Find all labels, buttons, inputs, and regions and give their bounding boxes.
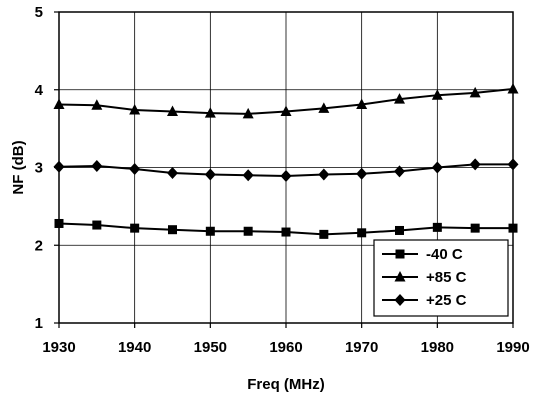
- x-tick-label: 1960: [269, 339, 302, 356]
- data-point: [54, 218, 64, 228]
- data-point: [507, 158, 519, 171]
- data-point: [395, 225, 404, 235]
- data-point: [280, 170, 292, 183]
- data-point: [469, 86, 481, 98]
- data-point: [53, 160, 65, 173]
- data-point: [318, 168, 330, 181]
- data-point: [168, 225, 177, 235]
- data-point: [53, 98, 65, 110]
- x-tick-label: 1950: [194, 339, 227, 356]
- data-point: [508, 223, 518, 233]
- data-point: [356, 98, 368, 110]
- y-tick-label: 1: [35, 315, 43, 332]
- data-point: [167, 105, 178, 117]
- series-1: [53, 82, 519, 119]
- data-point: [470, 223, 480, 233]
- data-point: [431, 89, 443, 100]
- data-point: [129, 103, 141, 115]
- x-tick-label: 1980: [421, 339, 454, 356]
- legend-label: +85 C: [426, 269, 467, 286]
- x-tick-label: 1930: [42, 339, 75, 356]
- y-tick-label: 3: [35, 160, 43, 177]
- legend-marker: [395, 249, 405, 259]
- data-point: [204, 107, 216, 118]
- data-point: [92, 220, 102, 230]
- legend-label: +25 C: [426, 292, 467, 309]
- y-tick-label: 4: [35, 82, 44, 99]
- y-tick-label: 2: [35, 237, 43, 254]
- data-point: [431, 161, 443, 174]
- data-point: [280, 105, 292, 117]
- data-point: [319, 229, 329, 239]
- data-point: [469, 158, 481, 171]
- data-point: [357, 228, 367, 238]
- legend-marker: [394, 271, 406, 282]
- data-point: [356, 167, 368, 180]
- data-point: [167, 166, 178, 179]
- x-tick-label: 1990: [496, 339, 529, 356]
- data-point: [432, 222, 442, 232]
- series-2: [53, 158, 519, 183]
- data-point: [129, 163, 141, 176]
- data-point: [242, 169, 254, 182]
- legend: -40 C +85 C +25 C: [373, 239, 509, 317]
- series-0: [54, 218, 518, 239]
- x-tick-label: 1970: [345, 339, 378, 356]
- data-point: [91, 159, 103, 172]
- data-point: [394, 165, 405, 178]
- data-point: [394, 93, 405, 104]
- data-point: [281, 227, 291, 237]
- x-axis-ticks: 1930 1940 1950 1960 1970 1980 1990: [42, 323, 530, 356]
- data-point: [130, 223, 140, 233]
- legend-label: -40 C: [426, 246, 463, 263]
- legend-item: +85 C: [382, 269, 467, 286]
- y-axis-title: NF (dB): [10, 140, 27, 194]
- data-point: [243, 226, 253, 236]
- data-point: [91, 99, 103, 110]
- legend-item: +25 C: [382, 292, 467, 309]
- series-lines: [53, 82, 519, 239]
- y-tick-label: 5: [35, 4, 43, 21]
- x-tick-label: 1940: [118, 339, 151, 356]
- data-point: [242, 107, 254, 119]
- legend-item: -40 C: [382, 246, 463, 263]
- x-axis-title: Freq (MHz): [247, 376, 325, 393]
- data-point: [507, 82, 519, 94]
- data-point: [205, 226, 215, 236]
- legend-marker: [394, 294, 406, 306]
- data-point: [204, 168, 216, 181]
- data-point: [318, 102, 330, 113]
